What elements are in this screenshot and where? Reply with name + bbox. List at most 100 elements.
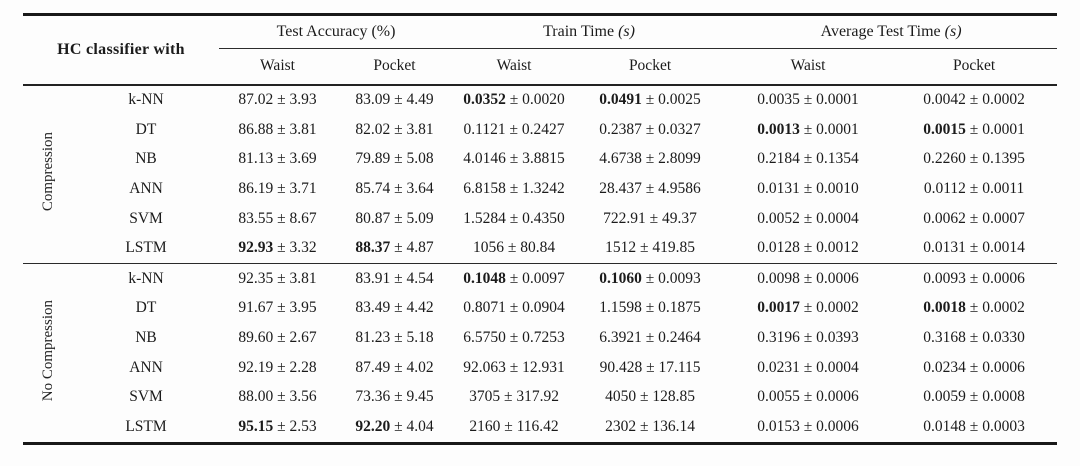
col-group-label: Train Time	[543, 23, 615, 40]
cell-error: 0.0014	[982, 239, 1025, 257]
plus-minus: ±	[505, 329, 523, 347]
cell-error: 0.0393	[816, 329, 859, 347]
value-cell: 87.49 ± 4.02	[336, 353, 453, 383]
value-cell: 0.0017 ± 0.0002	[725, 294, 891, 324]
row-group-label: No Compression	[23, 264, 73, 444]
plus-minus: ±	[636, 388, 653, 406]
value-cell: 1056 ± 80.84	[453, 233, 575, 263]
cell-error: 3.56	[289, 388, 317, 406]
plus-minus: ±	[273, 269, 290, 287]
value-cell: 92.20 ± 4.04	[336, 412, 453, 443]
plus-minus: ±	[505, 180, 523, 198]
plus-minus: ±	[636, 239, 653, 257]
sub-header-pocket: Pocket	[628, 57, 672, 75]
plus-minus: ±	[390, 150, 407, 168]
plus-minus: ±	[503, 239, 521, 257]
row-group-label-text: No Compression	[39, 299, 56, 401]
cell-value: 4.6738	[599, 150, 642, 168]
plus-minus: ±	[965, 150, 983, 168]
cell-error: 17.115	[658, 358, 701, 376]
cell-value: 0.2184	[757, 150, 800, 168]
value-cell: 92.19 ± 2.28	[219, 353, 336, 383]
table-row: DT 91.67 ± 3.95 83.49 ± 4.42 0.8071 ± 0.090…	[23, 294, 1057, 324]
value-cell: 0.1060 ± 0.0093	[575, 264, 725, 294]
plus-minus: ±	[799, 239, 817, 257]
plus-minus: ±	[641, 91, 659, 109]
value-cell: 0.2387 ± 0.0327	[575, 115, 725, 145]
cell-error: 317.92	[516, 388, 559, 406]
col-group-label: Test Accuracy	[276, 23, 368, 40]
plus-minus: ±	[965, 91, 983, 109]
cell-value: 92.20	[355, 417, 391, 435]
cell-value: 4050	[605, 388, 637, 406]
results-table: HC classifier with Test Accuracy (%) Tra…	[23, 13, 1058, 445]
cell-value: 79.89	[355, 150, 391, 168]
cell-value: 81.13	[238, 150, 274, 168]
plus-minus: ±	[965, 299, 983, 317]
plus-minus: ±	[799, 269, 817, 287]
cell-error: 0.0007	[982, 209, 1025, 227]
plus-minus: ±	[965, 388, 983, 406]
sub-header-waist: Waist	[790, 57, 826, 75]
plus-minus: ±	[799, 209, 817, 227]
cell-error: 0.2464	[658, 329, 701, 347]
plus-minus: ±	[641, 180, 659, 198]
cell-value: 0.0112	[923, 180, 966, 198]
cell-value: 4.0146	[463, 150, 506, 168]
cell-value: 6.3921	[599, 329, 642, 347]
table-row: ANN 92.19 ± 2.28 87.49 ± 4.02 92.063 ± 12.9…	[23, 353, 1057, 383]
sub-header-waist: Waist	[260, 57, 295, 75]
classifier-name: ANN	[129, 180, 163, 198]
cell-value: 0.0231	[757, 358, 800, 376]
cell-value: 87.49	[355, 358, 391, 376]
plus-minus: ±	[505, 91, 523, 109]
cell-value: 0.0059	[923, 388, 966, 406]
cell-error: 0.0004	[816, 209, 859, 227]
col-group-test-accuracy: Test Accuracy (%)	[219, 14, 454, 49]
cell-value: 28.437	[599, 180, 642, 198]
table-header: HC classifier with Test Accuracy (%) Tra…	[23, 14, 1058, 85]
corner-header: HC classifier with	[57, 40, 185, 58]
cell-error: 8.67	[289, 209, 317, 227]
cell-value: 83.91	[355, 269, 391, 287]
plus-minus: ±	[505, 299, 523, 317]
plus-minus: ±	[636, 417, 653, 435]
value-cell: 0.1048 ± 0.0097	[453, 264, 575, 294]
cell-error: 3.8815	[522, 150, 565, 168]
cell-error: 0.0002	[982, 299, 1025, 317]
classifier-name: LSTM	[125, 239, 167, 257]
cell-value: 6.8158	[463, 180, 506, 198]
value-cell: 95.15 ± 2.53	[219, 412, 336, 443]
value-cell: 0.0112 ± 0.0011	[891, 174, 1057, 204]
cell-value: 1056	[472, 239, 504, 257]
row-group-label: Compression	[23, 85, 73, 264]
plus-minus: ±	[390, 388, 407, 406]
cell-value: 91.67	[238, 299, 274, 317]
cell-value: 0.8071	[463, 299, 506, 317]
cell-value: 92.93	[238, 239, 274, 257]
cell-value: 73.36	[355, 388, 391, 406]
cell-error: 0.0010	[816, 180, 859, 198]
value-cell: 85.74 ± 3.64	[336, 174, 453, 204]
cell-value: 89.60	[238, 329, 274, 347]
cell-error: 0.2427	[521, 120, 565, 138]
cell-error: 0.0006	[816, 269, 859, 287]
plus-minus: ±	[505, 209, 523, 227]
plus-minus: ±	[965, 269, 983, 287]
cell-value: 0.0153	[757, 417, 800, 435]
value-cell: 28.437 ± 4.9586	[575, 174, 725, 204]
cell-error: 136.14	[652, 417, 695, 435]
plus-minus: ±	[641, 269, 659, 287]
value-cell: 91.67 ± 3.95	[219, 294, 336, 324]
plus-minus: ±	[965, 417, 983, 435]
cell-value: 95.15	[238, 417, 274, 435]
cell-value: 722.91	[603, 209, 646, 227]
value-cell: 0.0013 ± 0.0001	[725, 115, 891, 145]
cell-value: 2160	[469, 417, 501, 435]
cell-value: 1.5284	[463, 209, 506, 227]
plus-minus: ±	[390, 91, 407, 109]
value-cell: 0.0128 ± 0.0012	[725, 233, 891, 263]
cell-error: 0.0904	[522, 299, 565, 317]
cell-error: 49.37	[662, 209, 697, 227]
plus-minus: ±	[965, 209, 983, 227]
